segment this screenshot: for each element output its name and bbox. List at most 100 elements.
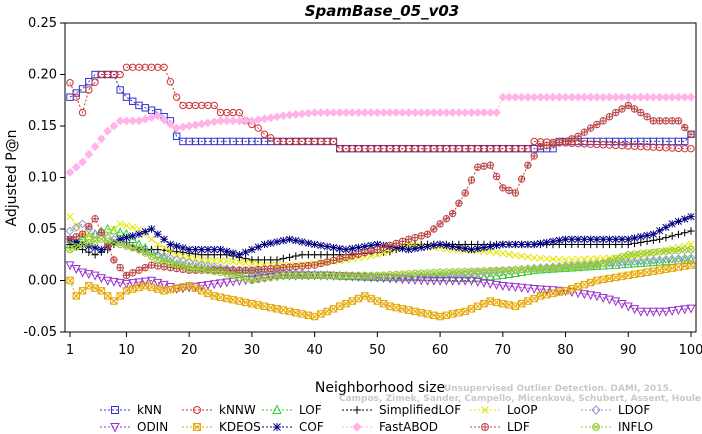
series-line (69, 66, 691, 150)
data-point (486, 242, 494, 251)
data-point (549, 237, 557, 246)
data-point (423, 310, 432, 318)
data-point (667, 306, 677, 316)
data-point (480, 162, 488, 170)
data-point (474, 163, 482, 171)
data-point (298, 262, 306, 270)
data-point (110, 297, 118, 305)
data-point (367, 294, 375, 303)
data-point (317, 310, 325, 318)
data-point (91, 215, 99, 223)
data-point (579, 92, 589, 102)
data-point (85, 86, 93, 94)
data-point (668, 117, 676, 125)
data-point (160, 63, 168, 71)
data-point (316, 108, 326, 118)
y-tick-label: -0.05 (23, 325, 57, 340)
data-point (165, 253, 175, 263)
data-point (668, 245, 676, 253)
data-point (154, 230, 162, 238)
data-point (72, 221, 80, 229)
data-point (599, 275, 607, 284)
data-point (561, 92, 570, 102)
data-point (498, 92, 508, 102)
data-point (260, 114, 269, 124)
data-point (498, 266, 508, 276)
data-point (430, 225, 438, 233)
data-point (198, 256, 206, 264)
data-point (467, 108, 476, 118)
data-point (618, 105, 626, 113)
data-point (504, 282, 514, 292)
data-point (423, 230, 432, 238)
data-point (184, 258, 194, 267)
data-point (505, 240, 513, 249)
data-point (662, 223, 670, 231)
data-point (510, 283, 520, 293)
data-point (223, 247, 231, 256)
data-point (71, 264, 81, 274)
data-point (78, 219, 87, 229)
data-point (135, 225, 143, 233)
data-point (241, 266, 250, 274)
data-point (361, 292, 369, 300)
data-point (524, 144, 532, 153)
data-point (674, 254, 683, 264)
data-point (642, 256, 652, 266)
data-point (279, 306, 287, 314)
data-point (398, 270, 407, 278)
data-point (141, 249, 149, 257)
data-point (298, 310, 306, 318)
data-point (392, 239, 400, 248)
data-point (529, 92, 539, 102)
data-point (618, 272, 626, 281)
data-point (273, 256, 281, 264)
data-point (536, 254, 545, 262)
data-point (329, 305, 338, 313)
data-point (618, 235, 626, 243)
data-point (649, 236, 658, 245)
series-layer (65, 63, 696, 321)
data-point (649, 267, 658, 275)
data-point (655, 255, 665, 265)
data-point (248, 299, 256, 308)
data-point (655, 117, 664, 125)
data-point (504, 266, 514, 275)
data-point (147, 106, 156, 114)
data-point (662, 233, 670, 242)
legend-label: FastABOD (379, 420, 438, 434)
data-point (298, 238, 306, 246)
legend-item-ldf: LDF (470, 420, 530, 434)
data-point (66, 235, 74, 243)
data-point (385, 108, 395, 118)
legend-item-kdeos: KDEOS (182, 420, 261, 434)
data-point (154, 245, 162, 254)
data-point (681, 246, 689, 254)
data-point (580, 255, 588, 263)
data-point (535, 285, 545, 295)
data-point (410, 108, 420, 118)
data-point (392, 303, 400, 312)
data-point (636, 256, 646, 266)
data-point (291, 110, 301, 119)
data-point (96, 274, 106, 284)
data-point (172, 242, 181, 250)
data-point (680, 253, 690, 263)
data-point (662, 265, 670, 273)
data-point (680, 305, 690, 315)
data-point (474, 244, 482, 253)
data-point (266, 273, 276, 283)
series-knnw (66, 63, 695, 153)
data-point (166, 240, 175, 249)
legend: kNN kNNW LOF SimplifiedLOF LoOP LDOF ODIN KDEOS… (100, 403, 653, 434)
data-point (129, 232, 137, 240)
x-axis-label: Neighborhood size (315, 380, 445, 396)
data-point (379, 243, 388, 252)
data-point (122, 287, 131, 295)
data-point (587, 255, 595, 263)
data-point (523, 284, 533, 294)
data-point (323, 258, 331, 266)
data-point (248, 266, 256, 274)
data-point (492, 108, 501, 118)
data-point (637, 108, 645, 117)
